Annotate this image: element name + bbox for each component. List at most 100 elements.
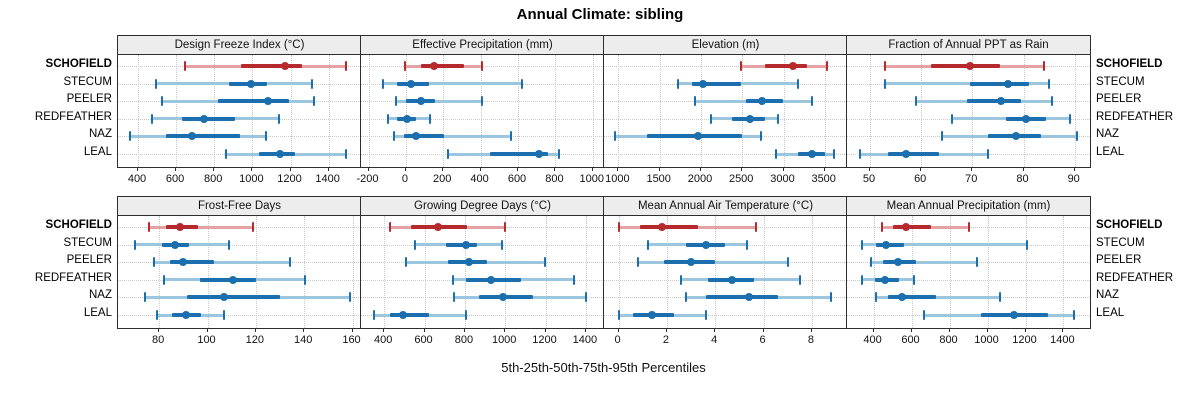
whisker-5th-95th bbox=[875, 295, 1000, 299]
station-label-right: PEELER bbox=[1096, 254, 1142, 267]
median-dot bbox=[699, 79, 707, 88]
axis-tick bbox=[1022, 167, 1024, 171]
whisker-end-cap bbox=[913, 274, 916, 285]
whisker-end-cap bbox=[387, 113, 390, 124]
median-dot bbox=[402, 114, 411, 123]
vertical-gridline bbox=[555, 55, 557, 167]
panel-elevation-m-: Elevation (m) bbox=[603, 35, 848, 168]
median-dot bbox=[170, 240, 179, 249]
whisker-end-cap bbox=[940, 131, 943, 142]
median-dot bbox=[280, 62, 289, 70]
panel-plot-area bbox=[847, 55, 1090, 167]
axis-tick bbox=[872, 328, 874, 332]
band-25th-75th bbox=[490, 152, 548, 156]
axis-tick-label: 1400 bbox=[1050, 334, 1075, 346]
whisker-end-cap bbox=[826, 61, 829, 71]
panel-plot-area bbox=[604, 55, 847, 167]
whisker-5th-95th bbox=[395, 99, 482, 103]
whisker-end-cap bbox=[155, 310, 158, 320]
axis-tick bbox=[544, 328, 546, 332]
band-25th-75th bbox=[170, 260, 214, 265]
median-dot bbox=[464, 258, 473, 267]
median-dot bbox=[188, 132, 197, 141]
axis-tick bbox=[554, 167, 556, 171]
whisker-end-cap bbox=[452, 292, 455, 303]
median-dot bbox=[199, 114, 208, 123]
axis-tick bbox=[714, 328, 716, 332]
axis-tick-label: 400 bbox=[470, 173, 489, 185]
axis-tick-label: 70 bbox=[965, 173, 978, 185]
whisker-end-cap bbox=[162, 274, 165, 285]
whisker-end-cap bbox=[304, 274, 307, 285]
panel-strip: Fraction of Annual PPT as Rain bbox=[847, 36, 1090, 55]
axis-tick-label: 1400 bbox=[572, 334, 598, 346]
whisker-end-cap bbox=[572, 274, 575, 285]
median-dot bbox=[996, 97, 1005, 106]
vertical-gridline bbox=[911, 216, 913, 328]
axis-tick bbox=[823, 167, 825, 171]
whisker-end-cap bbox=[704, 310, 707, 320]
median-dot bbox=[1010, 311, 1019, 319]
whisker-end-cap bbox=[151, 113, 154, 124]
whisker-end-cap bbox=[278, 113, 280, 124]
axis-tick bbox=[762, 328, 764, 332]
station-label-left: REDFEATHER bbox=[34, 110, 112, 123]
vertical-gridline bbox=[1063, 216, 1065, 328]
axis-tick bbox=[137, 167, 138, 171]
vertical-gridline bbox=[464, 216, 466, 328]
axis-tick-label: 8 bbox=[807, 334, 814, 346]
whisker-end-cap bbox=[1050, 96, 1053, 107]
station-label-left: REDFEATHER bbox=[34, 271, 112, 284]
axis-tick bbox=[251, 167, 253, 171]
axis-tick-label: 600 bbox=[165, 173, 185, 185]
horizontal-gridline bbox=[361, 118, 604, 120]
whisker-end-cap bbox=[986, 149, 989, 159]
axis-tick-label: 6 bbox=[759, 334, 766, 346]
axis-tick bbox=[517, 167, 518, 171]
median-dot bbox=[1011, 132, 1020, 141]
whisker-end-cap bbox=[153, 257, 156, 268]
vertical-gridline bbox=[972, 55, 974, 167]
horizontal-gridline bbox=[118, 244, 361, 246]
station-label-left: STECUM bbox=[63, 75, 112, 88]
panel-strip-label: Growing Degree Days (°C) bbox=[414, 200, 551, 212]
horizontal-gridline bbox=[604, 154, 847, 155]
panel-strip-label: Elevation (m) bbox=[691, 39, 760, 51]
axis-tick bbox=[175, 167, 177, 171]
axis-tick-label: 2 bbox=[662, 334, 669, 346]
band-25th-75th bbox=[640, 225, 699, 229]
whisker-end-cap bbox=[584, 292, 587, 303]
vertical-gridline bbox=[585, 216, 587, 328]
whisker-end-cap bbox=[613, 131, 616, 142]
whisker-5th-95th bbox=[393, 134, 511, 138]
vertical-gridline bbox=[480, 55, 482, 167]
whisker-end-cap bbox=[252, 222, 255, 232]
band-25th-75th bbox=[420, 64, 464, 68]
vertical-gridline bbox=[304, 216, 306, 328]
axis-tick-label: 800 bbox=[454, 334, 474, 346]
band-25th-75th bbox=[165, 134, 240, 139]
whisker-end-cap bbox=[504, 222, 507, 232]
axis-tick-label: 600 bbox=[414, 334, 433, 346]
panel-design-freeze-index-c-: Design Freeze Index (°C) bbox=[117, 35, 362, 168]
whisker-end-cap bbox=[349, 292, 352, 303]
axis-tick-label: 1000 bbox=[605, 173, 630, 185]
median-dot bbox=[263, 97, 272, 106]
axis-tick-label: 4 bbox=[711, 334, 718, 346]
axis-tick-label: 0 bbox=[614, 334, 621, 346]
whisker-end-cap bbox=[861, 274, 864, 285]
axis-tick bbox=[617, 167, 619, 171]
whisker-end-cap bbox=[685, 292, 688, 303]
band-25th-75th bbox=[390, 313, 430, 317]
whisker-end-cap bbox=[148, 222, 151, 232]
whisker-end-cap bbox=[382, 78, 385, 89]
whisker-end-cap bbox=[884, 78, 887, 89]
axis-tick-label: 60 bbox=[914, 173, 927, 185]
station-label-right: PEELER bbox=[1096, 93, 1142, 106]
horizontal-gridline bbox=[847, 279, 1090, 281]
whisker-end-cap bbox=[869, 257, 872, 268]
vertical-gridline bbox=[870, 55, 871, 167]
whisker-end-cap bbox=[501, 239, 504, 250]
panel-mean-annual-precipitation-mm-: Mean Annual Precipitation (mm) bbox=[846, 196, 1091, 329]
median-dot bbox=[487, 275, 496, 284]
